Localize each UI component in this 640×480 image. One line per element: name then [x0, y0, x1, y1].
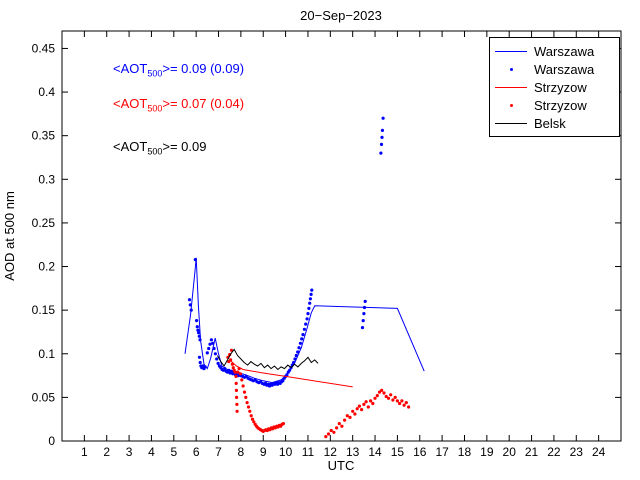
tick-labels: 1 2 3 4 5 6 7 8 9 10 11 12 13 14 15 16 17 18 19 20 21 22 23 240…: [32, 41, 606, 459]
aot-subscript: 500: [147, 103, 163, 114]
y-tick-label: 0.05: [32, 390, 56, 404]
y-tick-label: 0: [48, 434, 55, 448]
x-tick-label: 10: [279, 445, 293, 459]
x-tick-label: 17: [435, 445, 449, 459]
legend-marker-sample-icon: [495, 103, 527, 107]
aot-annotation-belsk: <AOT500>= 0.09: [113, 139, 206, 157]
legend-label: Strzyzow: [534, 97, 587, 113]
x-tick-label: 14: [368, 445, 382, 459]
legend-label: Belsk: [534, 115, 566, 131]
aot-value: >= 0.09: [162, 139, 207, 154]
axis-ticks: [62, 31, 621, 442]
aot-annotation-warszawa: <AOT500>= 0.09 (0.09): [113, 61, 244, 79]
legend-entry-strzyzow-line: Strzyzow: [490, 78, 619, 96]
y-tick-label: 0.45: [32, 41, 56, 55]
aot-text: <AOT: [113, 96, 148, 111]
legend-line-sample-icon: [495, 122, 527, 124]
x-tick-label: 21: [525, 445, 539, 459]
legend-marker-sample-icon: [495, 67, 527, 71]
y-axis-label: AOD at 500 nm: [2, 191, 17, 281]
aot-value: >= 0.09 (0.09): [162, 61, 245, 76]
y-tick-label: 0.2: [38, 260, 55, 274]
x-tick-label: 15: [391, 445, 405, 459]
aot-value: >= 0.07 (0.04): [162, 96, 245, 111]
y-tick-label: 0.4: [38, 85, 55, 99]
x-tick-label: 6: [193, 445, 200, 459]
aot-subscript: 500: [147, 146, 163, 157]
x-tick-label: 20: [503, 445, 517, 459]
x-tick-label: 16: [413, 445, 427, 459]
legend-box: Warszawa Warszawa Strzyzow Strzyzow Belsk: [489, 37, 620, 137]
legend-entry-belsk-line: Belsk: [490, 114, 619, 132]
legend-label: Warszawa: [534, 43, 595, 59]
plot-area: 1 2 3 4 5 6 7 8 9 10 11 12 13 14 15 16 17 18 19 20 21 22 23 240…: [32, 30, 622, 459]
x-tick-label: 2: [103, 445, 110, 459]
x-tick-label: 1: [81, 445, 88, 459]
y-tick-label: 0.15: [32, 303, 56, 317]
x-tick-label: 5: [170, 445, 177, 459]
series-warszawa-scatter: [187, 116, 385, 388]
x-tick-label: 7: [215, 445, 222, 459]
x-tick-label: 12: [324, 445, 338, 459]
series-belsk-line: [216, 348, 319, 371]
x-tick-label: 19: [480, 445, 494, 459]
y-tick-label: 0.1: [38, 347, 55, 361]
series-line: [216, 348, 319, 371]
legend-line-sample-icon: [495, 86, 527, 88]
chart-title: 20−Sep−2023: [300, 8, 382, 23]
x-tick-label: 8: [238, 445, 245, 459]
x-tick-label: 24: [592, 445, 606, 459]
series-strzyzow-scatter: [226, 348, 411, 439]
legend-label: Strzyzow: [534, 79, 587, 95]
plot-frame: [61, 30, 622, 442]
y-tick-label: 0.35: [32, 129, 56, 143]
legend-entry-warszawa-marker: Warszawa: [490, 60, 619, 78]
aot-subscript: 500: [147, 68, 163, 79]
aot-annotation-strzyzow: <AOT500>= 0.07 (0.04): [113, 96, 244, 114]
x-tick-label: 18: [458, 445, 472, 459]
x-tick-label: 22: [547, 445, 561, 459]
x-tick-label: 9: [260, 445, 267, 459]
x-tick-label: 4: [148, 445, 155, 459]
legend-entry-warszawa-line: Warszawa: [490, 42, 619, 60]
x-tick-label: 13: [346, 445, 360, 459]
x-axis-label: UTC: [328, 458, 355, 473]
x-tick-label: 23: [570, 445, 584, 459]
legend-line-sample-icon: [495, 50, 527, 52]
aot-text: <AOT: [113, 61, 148, 76]
legend-label: Warszawa: [534, 61, 595, 77]
x-tick-label: 3: [126, 445, 133, 459]
legend-entry-strzyzow-marker: Strzyzow: [490, 96, 619, 114]
series-line: [229, 359, 353, 388]
y-tick-label: 0.3: [38, 172, 55, 186]
x-tick-label: 11: [302, 445, 315, 459]
series-strzyzow-line: [229, 359, 353, 388]
y-tick-label: 0.25: [32, 216, 56, 230]
aot-text: <AOT: [113, 139, 148, 154]
